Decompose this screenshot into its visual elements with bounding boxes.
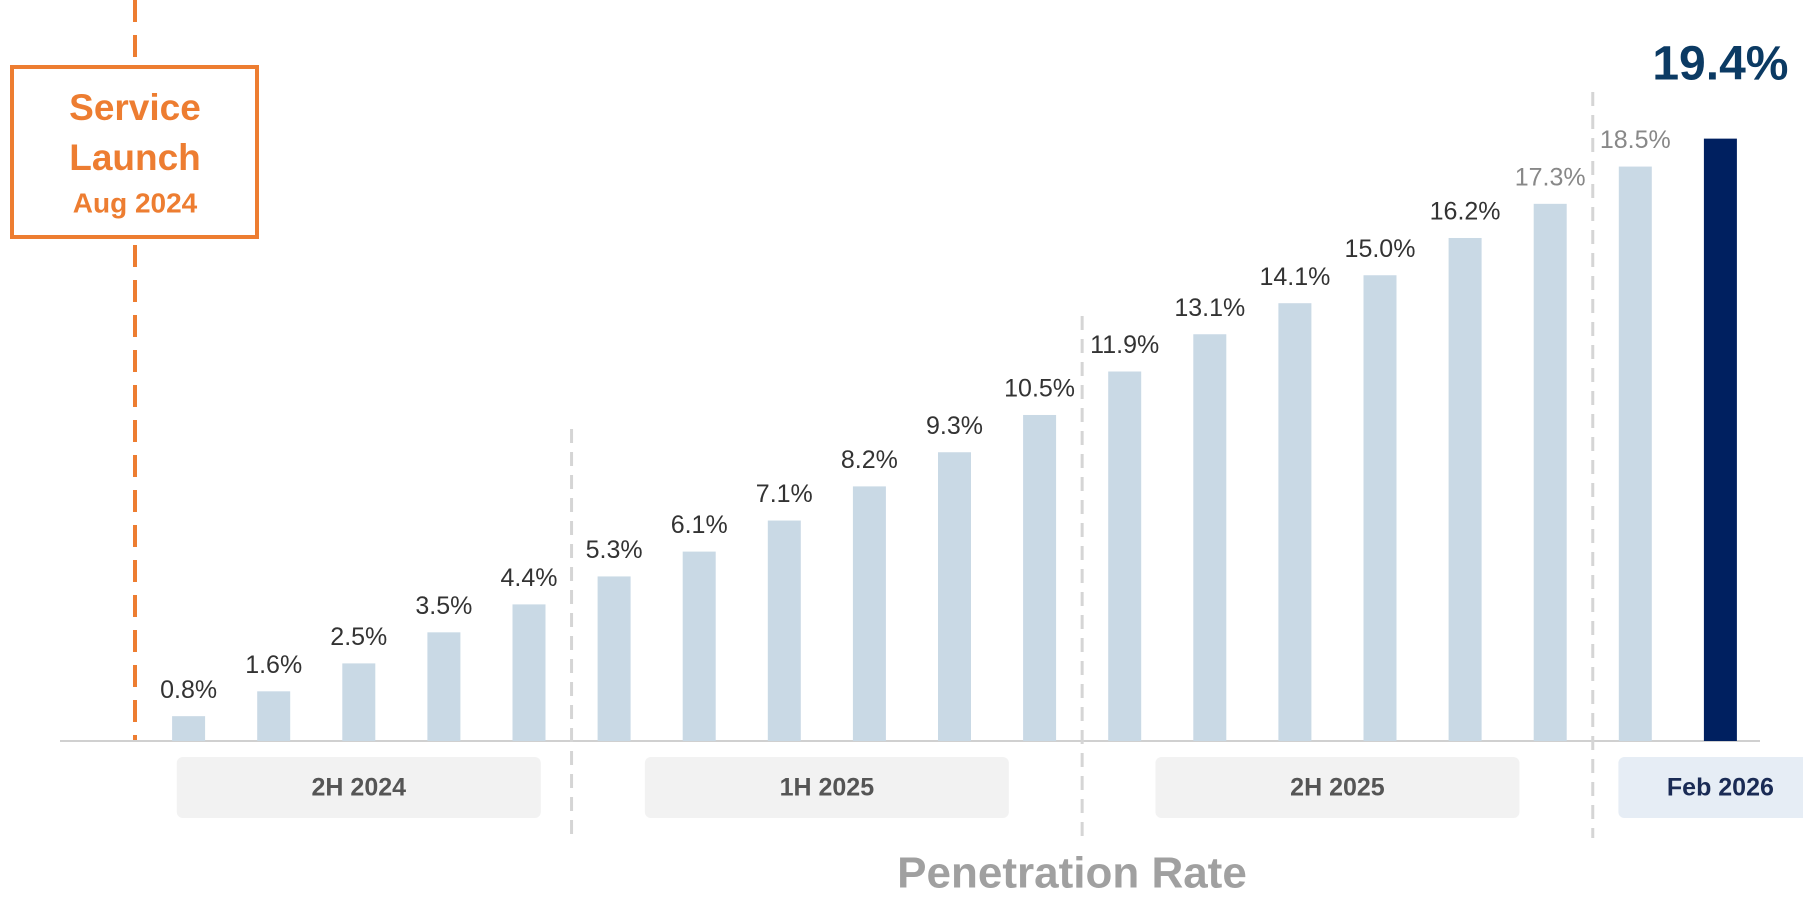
- value-label: 10.5%: [1004, 375, 1075, 403]
- bar: [1363, 275, 1397, 741]
- launch-date: Aug 2024: [73, 187, 198, 218]
- value-label: 13.1%: [1174, 294, 1245, 322]
- bar: [1193, 334, 1227, 741]
- group-label: 2H 2024: [312, 774, 407, 802]
- bar: [938, 452, 971, 741]
- bar: [1618, 166, 1652, 741]
- group-pill: [1155, 757, 1520, 818]
- group-label: 1H 2025: [780, 774, 875, 802]
- value-label: 8.2%: [841, 446, 898, 474]
- value-label: 0.8%: [160, 676, 217, 704]
- launch-box: [10, 65, 259, 239]
- value-label: 16.2%: [1430, 198, 1501, 226]
- group-pill: [1618, 757, 1803, 818]
- value-label: 4.4%: [501, 564, 558, 592]
- bar: [597, 576, 631, 741]
- value-label: 11.9%: [1090, 331, 1159, 359]
- value-label: 9.3%: [926, 412, 983, 440]
- value-label: 1.6%: [245, 651, 302, 679]
- bar: [1108, 371, 1142, 741]
- bar: [1448, 237, 1482, 742]
- value-label: 15.0%: [1345, 235, 1416, 263]
- launch-text: Service: [69, 87, 201, 128]
- group-pill: [176, 757, 541, 818]
- bar: [1533, 203, 1567, 741]
- bar: [1703, 138, 1737, 741]
- value-label: 5.3%: [586, 536, 643, 564]
- value-label: 2.5%: [330, 623, 387, 651]
- bar: [257, 691, 291, 741]
- launch-text: Launch: [69, 137, 201, 178]
- highlight-value-label: 19.4%: [1652, 38, 1788, 91]
- bar: [427, 632, 461, 741]
- bar: [682, 551, 716, 741]
- value-label: 17.3%: [1515, 163, 1586, 191]
- bar: [342, 663, 376, 741]
- group-label: Feb 2026: [1667, 774, 1774, 802]
- group-pill: [644, 757, 1009, 818]
- value-label: 6.1%: [671, 511, 728, 539]
- value-label: 18.5%: [1600, 126, 1671, 154]
- x-axis-label: Penetration Rate: [897, 849, 1247, 898]
- bar: [852, 486, 886, 741]
- value-label: 3.5%: [415, 592, 472, 620]
- value-label: 7.1%: [756, 480, 813, 508]
- value-label: 14.1%: [1259, 263, 1330, 291]
- bar: [512, 604, 546, 741]
- bar: [1278, 303, 1312, 741]
- bar: [767, 520, 801, 741]
- bar: [172, 716, 206, 741]
- group-label: 2H 2025: [1290, 774, 1385, 802]
- bar: [1023, 414, 1057, 741]
